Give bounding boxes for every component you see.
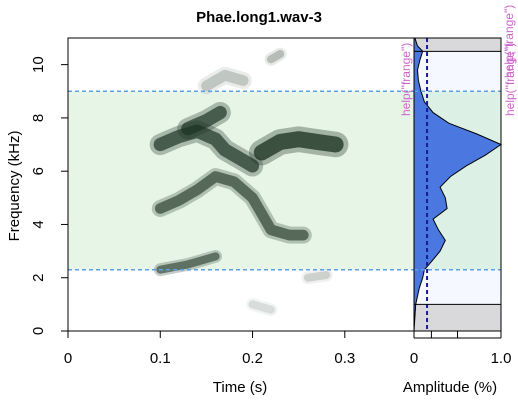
x-tick-label-0: 0 <box>64 350 72 367</box>
frange-annotation-1: help("frange") <box>399 43 413 116</box>
x-axis-title: Time (s) <box>213 379 267 396</box>
frange-annotation-2: help("frange") <box>502 5 516 78</box>
amplitude-tick-label-3: 1.0 <box>491 350 512 367</box>
amplitude-x-axis-ticks: 0 1.0 <box>410 331 512 367</box>
x-tick-label-2: 0.2 <box>242 350 263 367</box>
x-tick-label-3: 0.3 <box>334 350 355 367</box>
outside-band-lower-region <box>414 304 501 331</box>
y-tick-label-3: 6 <box>30 167 47 175</box>
y-tick-label-5: 10 <box>30 56 47 73</box>
y-tick-label-1: 2 <box>30 274 47 282</box>
spectrogram-halo-8 <box>301 268 333 285</box>
amplitude-profile-area <box>413 37 503 332</box>
spectrogram-track-6 <box>201 69 249 92</box>
spectrogram-track-5 <box>253 131 344 161</box>
spectrogram-track-9 <box>248 300 275 314</box>
spectrogram-halo-6 <box>197 66 252 95</box>
spectrogram-track-3 <box>153 124 260 173</box>
frange-annotation-3: help("frange") <box>503 43 517 116</box>
y-tick-label-4: 8 <box>30 114 47 122</box>
spectrogram-track-7 <box>267 50 285 64</box>
upper-white-region <box>414 51 501 92</box>
spectrogram-track-4 <box>181 105 227 136</box>
plot-title: Phae.long1.wav-3 <box>196 9 322 26</box>
spectrogram-halo-7 <box>264 47 287 66</box>
spectrogram-marks <box>149 47 349 317</box>
y-tick-label-0: 0 <box>30 327 47 335</box>
selected-frequency-band <box>68 91 414 270</box>
amplitude-tick-label-0: 0 <box>410 350 418 367</box>
spectrogram-halo-9 <box>246 298 278 317</box>
spectrogram-panel: 0 0.1 0.2 0.3 0 2 4 6 8 10 Phae.long1.wav-3 Time… <box>6 9 415 396</box>
y-axis-ticks: 0 2 4 6 8 10 <box>30 56 68 335</box>
spectrogram-track-8 <box>303 271 331 282</box>
y-tick-label-2: 4 <box>30 220 47 228</box>
y-axis-title: Frequency (kHz) <box>6 131 23 242</box>
x-tick-label-1: 0.1 <box>150 350 171 367</box>
lower-white-region <box>414 269 501 305</box>
x-axis-ticks: 0 0.1 0.2 0.3 <box>64 331 355 367</box>
outside-band-upper-region <box>414 38 501 52</box>
amplitude-panel: 0 1.0 Amplitude (%) help("frange") help("… <box>399 5 517 396</box>
amplitude-x-axis-title: Amplitude (%) <box>403 379 497 396</box>
spectrogram-track-2 <box>154 171 309 241</box>
spectrogram-track-1 <box>156 252 220 274</box>
